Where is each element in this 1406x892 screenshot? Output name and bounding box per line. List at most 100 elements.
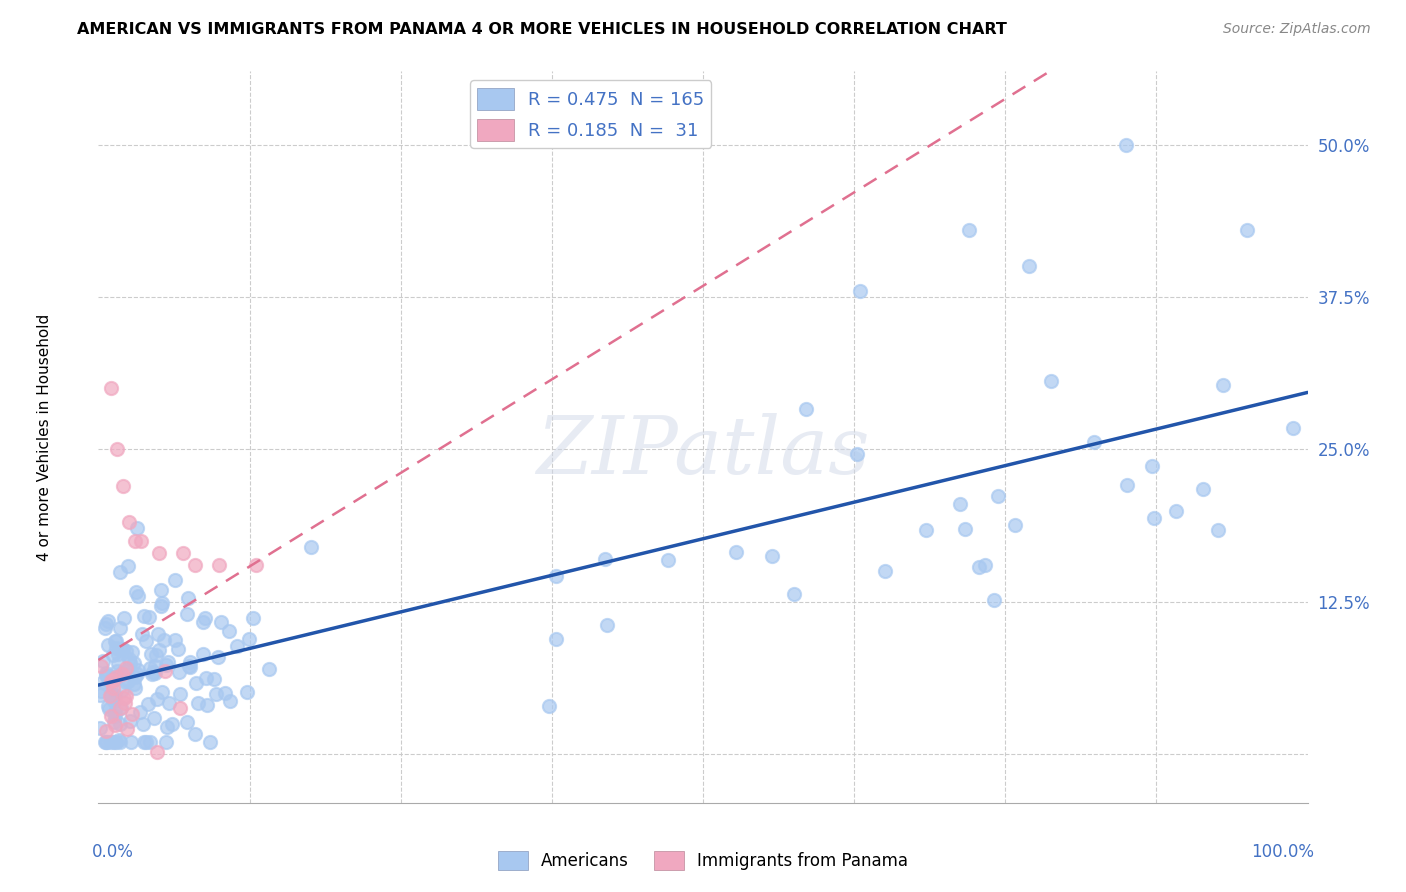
Point [1206,523,1229,537]
Point [111,667,134,681]
Point [214,686,236,700]
Point [112,610,135,624]
Point [153,664,176,678]
Point [596,618,619,632]
Point [112,690,135,705]
Point [139,735,162,749]
Point [845,447,868,461]
Point [124,681,146,695]
Point [103,694,125,708]
Point [100,674,122,689]
Point [236,684,259,698]
Point [143,711,166,725]
Point [90,659,112,673]
Point [111,479,134,493]
Point [107,647,129,661]
Point [105,640,128,655]
Point [187,696,209,710]
Point [104,705,127,719]
Point [134,735,156,749]
Point [131,626,153,640]
Point [105,442,128,457]
Point [1143,511,1166,525]
Point [103,670,125,684]
Point [101,673,124,687]
Point [111,641,134,656]
Point [218,693,240,707]
Point [108,621,131,635]
Point [169,700,191,714]
Point [953,522,976,536]
Point [101,681,124,696]
Point [761,549,783,563]
Point [245,558,267,573]
Point [209,615,232,629]
Point [104,633,127,648]
Point [124,656,146,670]
Point [117,559,139,574]
Point [110,642,132,657]
Point [987,489,1010,503]
Point [172,546,194,560]
Point [111,683,134,698]
Point [108,735,131,749]
Point [1018,260,1040,274]
Point [155,657,177,672]
Point [104,688,127,702]
Point [1004,518,1026,533]
Point [973,558,995,572]
Point [114,696,136,710]
Point [179,656,201,670]
Point [657,553,679,567]
Point [118,656,141,670]
Point [1192,482,1215,496]
Point [105,735,128,749]
Point [849,284,872,298]
Point [114,644,136,658]
Point [156,720,179,734]
Point [163,573,186,587]
Point [103,715,125,730]
Point [146,745,169,759]
Point [104,718,127,732]
Point [91,675,114,690]
Point [125,584,148,599]
Point [127,663,149,677]
Point [200,735,222,749]
Point [796,402,818,417]
Point [125,521,148,535]
Point [129,533,152,548]
Point [157,696,180,710]
Point [183,726,205,740]
Point [146,692,169,706]
Point [122,677,145,691]
Point [100,687,122,701]
Point [108,733,131,747]
Point [94,735,117,749]
Point [148,643,170,657]
Point [141,667,163,681]
Point [983,592,1005,607]
Point [169,665,191,679]
Legend: R = 0.475  N = 165, R = 0.185  N =  31: R = 0.475 N = 165, R = 0.185 N = 31 [470,80,711,148]
Point [218,624,240,638]
Point [1282,421,1305,435]
Legend: Americans, Immigrants from Panama: Americans, Immigrants from Panama [491,844,915,877]
Point [1236,223,1258,237]
Point [725,545,748,559]
Point [176,715,198,730]
Point [115,675,138,690]
Point [135,735,157,749]
Point [177,591,200,606]
Point [108,717,131,731]
Point [1115,477,1137,491]
Point [1212,377,1234,392]
Point [186,676,208,690]
Point [104,633,127,648]
Point [93,622,115,636]
Point [875,565,897,579]
Point [103,735,125,749]
Point [139,661,162,675]
Point [544,632,567,647]
Point [135,634,157,648]
